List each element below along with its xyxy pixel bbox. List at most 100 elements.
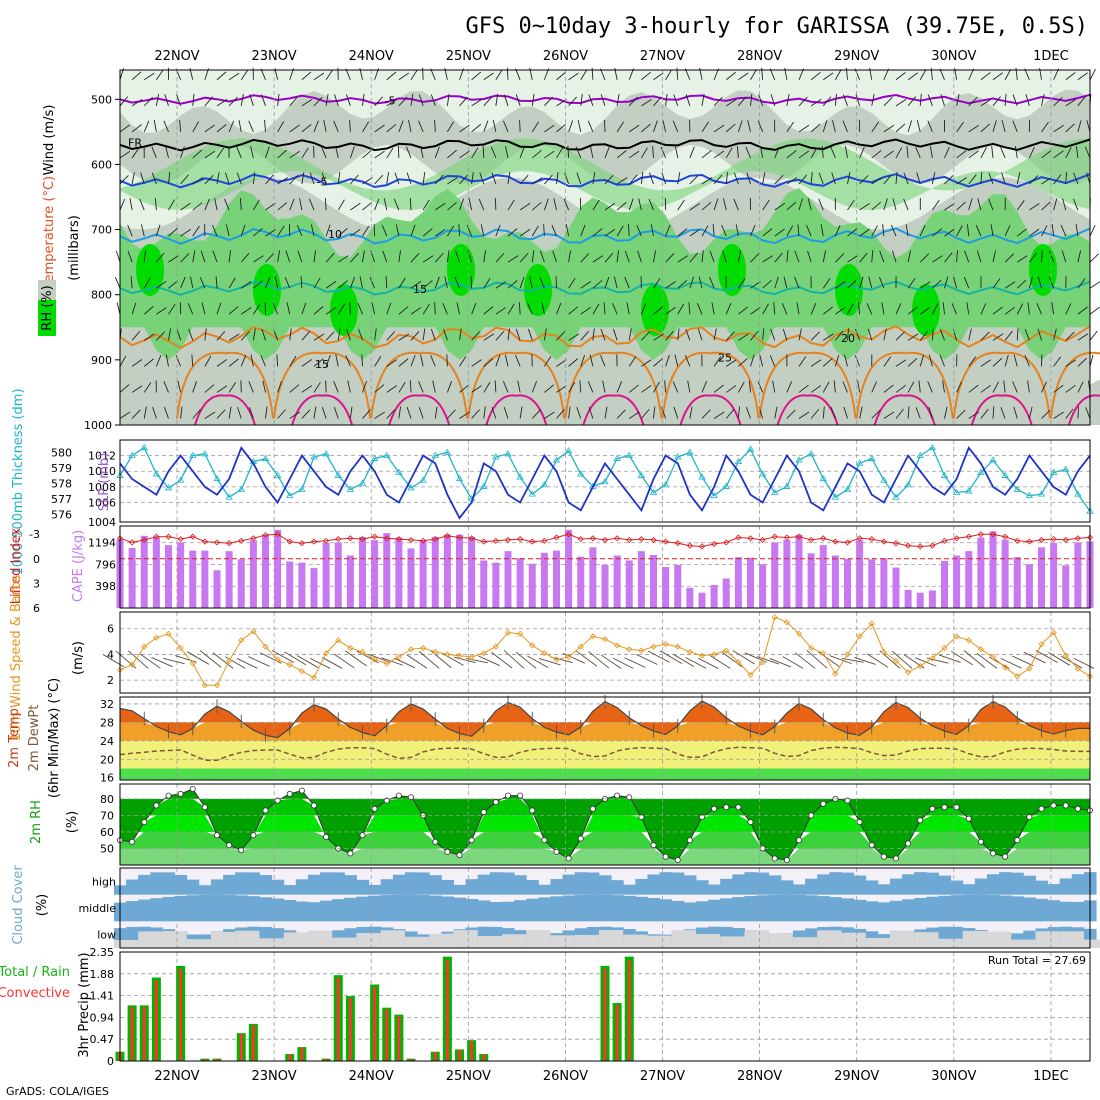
wind-barb xyxy=(990,224,994,237)
wind-barb xyxy=(842,120,848,133)
rh-point xyxy=(1038,805,1045,812)
li-point xyxy=(116,535,124,542)
rh-unit: (%) xyxy=(65,811,80,834)
wind-barb xyxy=(725,359,737,367)
wind-barb xyxy=(810,359,822,367)
wind-barb xyxy=(418,94,424,106)
temp-tick-label: 24 xyxy=(100,735,114,748)
cape-bar xyxy=(686,587,694,608)
li-point xyxy=(880,538,887,545)
wind-barb xyxy=(398,406,402,419)
wind-barb xyxy=(192,149,203,159)
surface-wind-barb xyxy=(115,650,137,669)
date-label-bottom: 24NOV xyxy=(349,1069,394,1084)
cape-bar xyxy=(298,562,306,608)
thickness-point xyxy=(419,476,427,483)
wind-barb xyxy=(822,406,825,419)
wind-barb xyxy=(483,406,486,419)
wind-barb xyxy=(662,120,667,132)
wind-barb xyxy=(641,123,651,133)
wind-barb xyxy=(980,98,992,107)
precip-tick-label: 0.94 xyxy=(90,1011,115,1024)
thickness-point xyxy=(734,457,743,465)
wind-barb xyxy=(1075,224,1079,237)
rh-point xyxy=(492,799,499,806)
wind-barb xyxy=(592,280,603,289)
wind-barb xyxy=(531,201,542,211)
wind-barb xyxy=(641,409,650,419)
cloud-bar-middle xyxy=(150,898,163,922)
date-label-top: 28NOV xyxy=(737,49,782,64)
surface-wind-barb xyxy=(891,650,913,669)
li-point xyxy=(808,536,815,544)
wind-barb xyxy=(956,409,966,419)
thickness-point xyxy=(1037,490,1046,497)
slp-tick-label: 1008 xyxy=(88,481,116,494)
cape-bar xyxy=(1001,539,1009,608)
wind-barb xyxy=(750,306,761,315)
wind-barb xyxy=(629,411,640,419)
wind-barb xyxy=(434,406,438,419)
wind-barb xyxy=(358,328,363,341)
wind-barb xyxy=(871,93,875,106)
surface-wind-barb xyxy=(127,650,149,669)
wind-barb xyxy=(143,358,154,367)
wind-barb xyxy=(907,358,918,367)
cloud-bar-middle xyxy=(210,894,224,922)
wind-barb xyxy=(1077,72,1088,81)
wind-barb xyxy=(442,303,448,315)
thickness-point xyxy=(674,453,682,460)
wind-barb xyxy=(1086,120,1091,132)
wind-barb xyxy=(374,328,377,341)
wind-barb xyxy=(726,98,737,107)
wind-speed-point xyxy=(347,644,354,652)
wind-barb xyxy=(471,147,479,159)
wind-barb xyxy=(422,280,433,289)
wind-speed-point xyxy=(420,644,427,652)
wind-barb xyxy=(1027,380,1030,393)
rh-saturated-patch xyxy=(835,264,863,316)
wind-barb xyxy=(1053,328,1057,341)
wind-barb xyxy=(855,94,861,106)
wind-barb xyxy=(992,381,999,393)
thickness-point xyxy=(661,481,670,488)
wind-barb xyxy=(774,276,779,289)
wind-barb xyxy=(539,250,545,263)
precip-panel: 2.351.881.410.940.470 xyxy=(90,946,1091,1068)
cape-bar xyxy=(747,557,754,608)
wind-barb xyxy=(447,149,457,159)
slp-line xyxy=(119,445,1091,520)
surface-wind-barb xyxy=(503,650,525,669)
wind-barb xyxy=(907,333,919,341)
rh-point xyxy=(723,804,730,811)
wind-barb xyxy=(725,385,737,393)
wind-barb xyxy=(239,198,242,211)
cape-bar xyxy=(868,559,876,608)
wind-barb xyxy=(168,227,178,237)
precip-convective-bar xyxy=(603,968,607,1061)
wind-barb xyxy=(443,328,448,341)
wind-barb xyxy=(337,280,348,289)
wind-barb xyxy=(313,96,323,107)
wind-barb xyxy=(507,172,511,185)
wind-barb xyxy=(580,69,588,81)
wind-barb xyxy=(1004,281,1016,289)
thickness-point xyxy=(540,481,549,488)
wind-barb xyxy=(883,198,888,211)
wind-speed-point xyxy=(601,635,609,643)
cape-tick-label: 1194 xyxy=(88,537,116,550)
cloud-gap xyxy=(404,936,430,948)
surface-wind-barb xyxy=(709,655,731,669)
rh-point xyxy=(796,837,803,844)
thickness-tick-label: 576 xyxy=(51,508,72,521)
wind-barb xyxy=(822,306,833,315)
cape-bar xyxy=(262,534,269,608)
cloud-bar-middle xyxy=(162,896,176,922)
rh-point xyxy=(359,832,366,839)
cloud-bar-middle xyxy=(841,898,855,922)
wind-barb xyxy=(495,69,503,81)
wind-barb xyxy=(759,354,764,367)
cloud-gap xyxy=(720,936,745,948)
wind-barb xyxy=(386,359,397,367)
